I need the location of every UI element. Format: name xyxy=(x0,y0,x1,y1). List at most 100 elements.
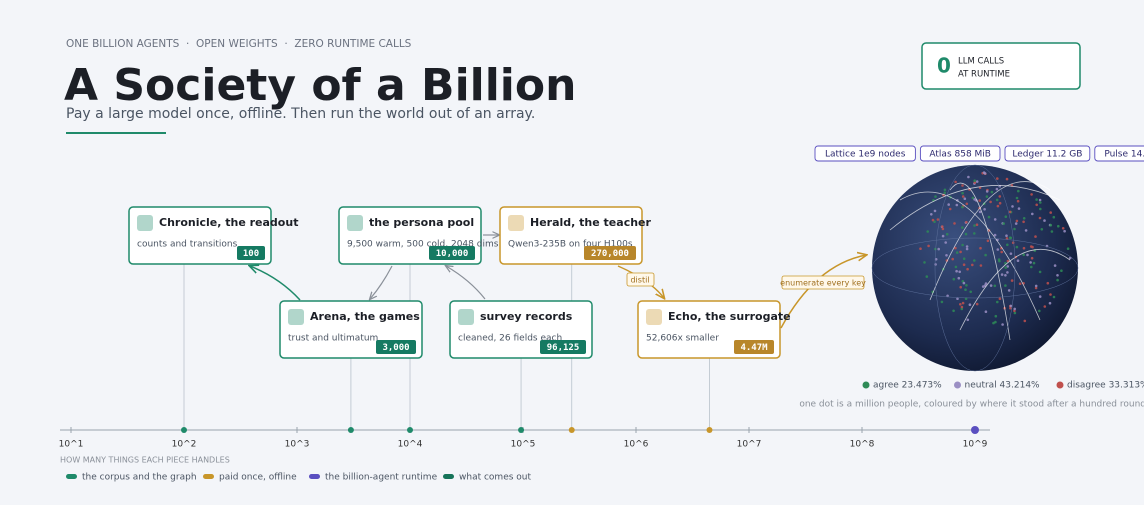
globe-dot xyxy=(993,233,997,237)
globe-dot xyxy=(1038,295,1042,298)
globe-dot xyxy=(936,218,940,221)
globe-dot xyxy=(1060,269,1063,273)
globe-dot xyxy=(934,195,937,198)
globe-dot xyxy=(1030,193,1033,196)
globe-dot xyxy=(1015,196,1019,200)
globe-dot xyxy=(993,284,997,288)
globe-dot xyxy=(1009,304,1013,308)
globe-dot xyxy=(961,243,964,247)
globe-dot xyxy=(1005,237,1009,240)
runtime-dot xyxy=(971,426,979,434)
globe-dot xyxy=(973,179,976,182)
tick-label: 10^7 xyxy=(737,440,762,450)
globe-dot xyxy=(1032,261,1036,265)
globe-dot xyxy=(984,253,987,257)
edge xyxy=(250,266,301,301)
globe-dot xyxy=(995,187,999,191)
globe-dot xyxy=(1022,217,1026,220)
globe-dot xyxy=(982,171,986,174)
globe-caption: one dot is a million people, coloured by… xyxy=(799,400,1144,410)
legend-text: neutral 43.214% xyxy=(965,381,1041,391)
globe-dot xyxy=(1029,261,1032,264)
node-desc: cleaned, 26 fields each xyxy=(458,334,562,344)
globe-arc xyxy=(889,185,1061,231)
globe-dot xyxy=(1046,281,1050,285)
globe-dot xyxy=(927,244,930,248)
globe-dot xyxy=(959,303,962,306)
globe-dot xyxy=(963,197,967,200)
globe-dot xyxy=(997,258,1001,261)
globe-dot xyxy=(983,208,986,211)
globe-dot xyxy=(1026,253,1029,257)
edge-label: enumerate every key xyxy=(780,279,866,288)
legend-text: disagree 33.313% xyxy=(1067,381,1144,391)
node-title: Echo, the surrogate xyxy=(668,310,791,323)
globe-dot xyxy=(1030,265,1033,269)
globe-dot xyxy=(1049,223,1053,227)
legend-text: the corpus and the graph xyxy=(82,473,197,483)
chip xyxy=(919,145,1001,162)
node-box xyxy=(128,206,272,265)
globe-dot xyxy=(975,302,979,306)
globe-dot xyxy=(1015,245,1019,249)
globe-dot xyxy=(955,251,959,254)
globe-dot xyxy=(1023,319,1027,323)
globe-dot xyxy=(951,257,954,261)
badge-text: 3,000 xyxy=(382,343,409,353)
globe-dot xyxy=(1049,293,1052,296)
globe-dot xyxy=(1040,228,1044,231)
globe-dot xyxy=(962,281,966,285)
globe-dot xyxy=(959,250,962,254)
globe-dot xyxy=(1039,201,1042,204)
globe-dot xyxy=(1052,295,1056,299)
globe-dot xyxy=(955,203,959,207)
globe xyxy=(871,164,1079,372)
counter-label: LLM CALLS xyxy=(958,57,1004,67)
globe-dot xyxy=(953,222,956,225)
legend-text: the billion-agent runtime xyxy=(325,473,438,483)
globe-dot xyxy=(954,180,957,184)
globe-arc xyxy=(899,191,1041,321)
node-icon xyxy=(288,309,304,325)
globe-dot xyxy=(966,267,969,271)
globe-dot xyxy=(965,284,968,287)
node-desc: counts and transitions xyxy=(137,240,238,250)
globe-dot xyxy=(975,223,979,226)
edge-label: distil xyxy=(630,276,649,285)
scale-dot xyxy=(518,427,525,433)
edge xyxy=(780,255,866,329)
globe-dot xyxy=(985,195,989,198)
globe-dot xyxy=(961,191,964,195)
legend-swatch xyxy=(309,474,320,479)
globe-dot xyxy=(1011,205,1014,208)
badge-text: 100 xyxy=(243,249,259,259)
node-icon xyxy=(646,309,662,325)
globe-dot xyxy=(934,263,937,266)
subtitle: Pay a large model once, offline. Then ru… xyxy=(66,106,535,122)
counter-box xyxy=(921,42,1081,90)
globe-dot xyxy=(947,203,950,206)
globe-dot xyxy=(1010,279,1014,282)
globe-dot xyxy=(965,245,969,248)
globe-dot xyxy=(975,180,979,183)
globe-dot xyxy=(979,264,983,267)
globe-dot xyxy=(996,300,999,304)
globe-dot xyxy=(941,225,944,228)
globe-dot xyxy=(989,284,993,287)
counter-value: 0 xyxy=(937,54,951,78)
globe-dot xyxy=(934,247,937,251)
globe-dot xyxy=(1014,222,1018,225)
globe-dot xyxy=(984,310,988,314)
globe-dot xyxy=(1030,256,1034,260)
globe-dot xyxy=(955,269,958,273)
underline xyxy=(66,132,166,134)
chip-text: Pulse 14.9M a round xyxy=(1104,150,1144,160)
globe-dot xyxy=(954,246,957,250)
globe-dot xyxy=(1006,243,1009,247)
badge-text: 96,125 xyxy=(547,343,580,353)
globe-dot xyxy=(945,254,948,257)
tick-label: 10^5 xyxy=(511,440,536,450)
globe-dot xyxy=(1061,227,1065,230)
globe-dot xyxy=(1008,210,1012,214)
